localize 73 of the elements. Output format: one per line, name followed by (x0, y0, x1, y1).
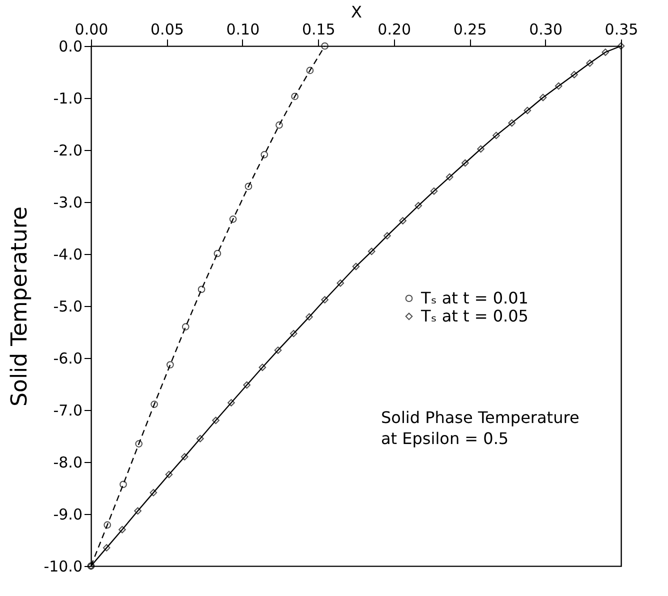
annotation: Solid Phase Temperature at Epsilon = 0.5 (381, 408, 580, 448)
point (212, 416, 220, 424)
point (352, 262, 360, 270)
point (477, 145, 484, 153)
point (414, 202, 422, 210)
y-tick-label: -6.0 (53, 350, 82, 368)
x-tick-label: 0.25 (453, 20, 487, 38)
point (570, 70, 578, 78)
y-tick-label: -1.0 (53, 90, 82, 108)
point (260, 151, 268, 158)
point (243, 381, 250, 389)
legend-label: Tₛ at t = 0.01 (420, 288, 528, 308)
y-tick-label: -3.0 (53, 194, 82, 212)
point (430, 187, 438, 195)
point (586, 60, 594, 67)
point (291, 92, 298, 100)
y-tick-label: -2.0 (53, 142, 82, 160)
point (120, 480, 127, 488)
point (290, 330, 298, 338)
point (384, 232, 391, 240)
point (446, 173, 454, 181)
point (492, 132, 500, 140)
y-tick-label: -4.0 (53, 246, 82, 264)
x-tick-label: 0.20 (378, 20, 412, 38)
point (462, 159, 469, 167)
y-tick-label: -8.0 (53, 454, 82, 472)
point (102, 544, 110, 552)
point (166, 361, 174, 368)
x-tick-label: 0.15 (302, 20, 336, 38)
point (229, 216, 237, 223)
point (539, 94, 547, 102)
point (258, 364, 266, 372)
point (118, 526, 126, 534)
point (524, 106, 532, 114)
point (165, 470, 173, 478)
point (134, 507, 142, 515)
x-tick-label: 0.10 (226, 20, 260, 38)
y-tick-label: 0.0 (58, 38, 82, 56)
point (276, 121, 283, 129)
point (135, 440, 143, 448)
point (214, 250, 222, 258)
point (336, 279, 344, 287)
point (150, 400, 158, 408)
x-tick-label: 0.30 (529, 20, 562, 38)
point (306, 313, 313, 321)
point (321, 296, 328, 304)
point (196, 434, 204, 442)
y-tick-label: -9.0 (53, 506, 82, 524)
point (602, 48, 610, 56)
point (244, 182, 252, 190)
point (399, 217, 406, 224)
point (198, 286, 206, 294)
point (306, 66, 314, 74)
x-tick-label: 0.35 (604, 20, 638, 38)
point (508, 119, 516, 127)
point (554, 82, 562, 90)
point (180, 453, 188, 460)
x-axis-title: X (351, 2, 362, 22)
point (321, 42, 328, 50)
point (150, 489, 158, 496)
point (182, 323, 190, 330)
point (274, 346, 282, 354)
x-tick-label: 0.05 (150, 20, 184, 38)
y-axis-title: Solid Temperature (8, 206, 33, 406)
y-tick-label: -10.0 (44, 558, 82, 576)
y-tick-label: -5.0 (53, 298, 82, 316)
point (368, 248, 376, 256)
y-tick-label: -7.0 (53, 402, 82, 420)
legend-label: Tₛ at t = 0.05 (420, 306, 528, 326)
point (617, 42, 625, 50)
point (104, 521, 112, 529)
x-tick-label: 0.00 (74, 20, 108, 38)
point (228, 399, 235, 406)
